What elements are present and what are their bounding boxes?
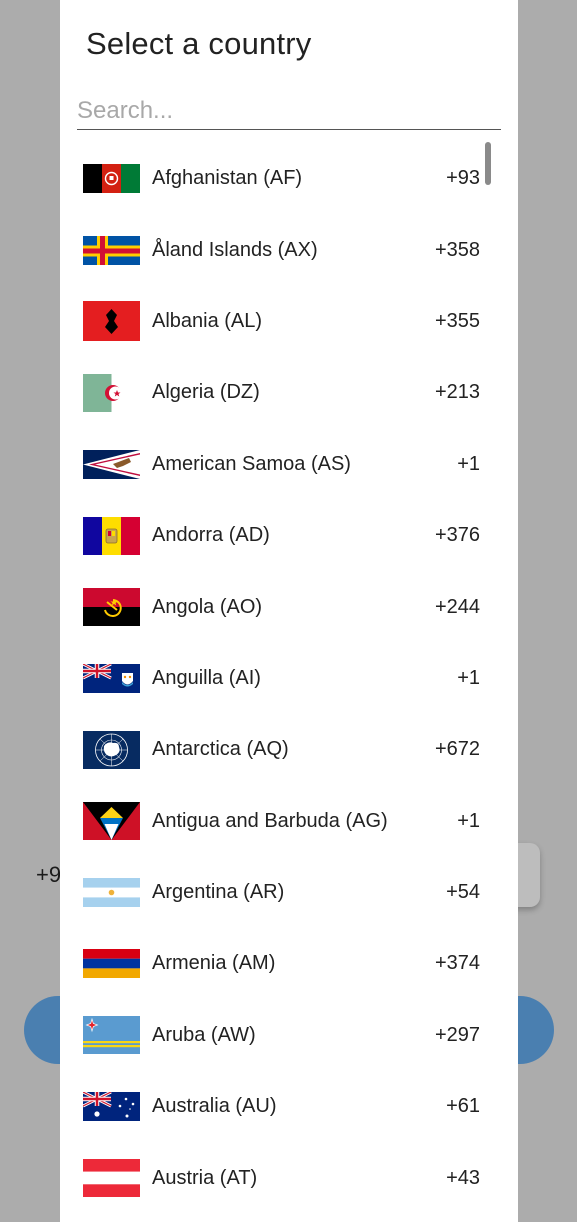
country-name: Andorra (AD) — [152, 524, 270, 547]
country-item-ad[interactable]: Andorra (AD) +376 — [60, 500, 518, 571]
dial-code: +213 — [434, 381, 480, 404]
dial-code: +1 — [457, 452, 480, 475]
country-name: Afghanistan (AF) — [152, 167, 303, 190]
albania-flag-icon — [83, 301, 140, 342]
search-input[interactable] — [77, 92, 501, 130]
country-name: Antigua and Barbuda (AG) — [152, 809, 388, 832]
afghanistan-flag-icon — [83, 164, 140, 194]
anguilla-flag-icon — [83, 663, 140, 693]
dial-code: +1 — [457, 666, 480, 689]
dial-code: +43 — [446, 1166, 480, 1189]
country-name: Angola (AO) — [152, 595, 263, 618]
country-name: Albania (AL) — [152, 309, 263, 332]
country-list: Afghanistan (AF) +93 Åland Islands (AX) … — [60, 143, 518, 1214]
dial-code: +1 — [457, 809, 480, 832]
country-item-al[interactable]: Albania (AL) +355 — [60, 286, 518, 357]
angola-flag-icon — [83, 588, 140, 627]
country-item-af[interactable]: Afghanistan (AF) +93 — [60, 143, 518, 214]
dial-code: +54 — [446, 881, 480, 904]
country-name: American Samoa (AS) — [152, 452, 351, 475]
dial-code: +374 — [434, 952, 480, 975]
armenia-flag-icon — [83, 949, 140, 979]
country-item-am[interactable]: Armenia (AM) +374 — [60, 928, 518, 999]
country-item-ax[interactable]: Åland Islands (AX) +358 — [60, 214, 518, 285]
country-name: Åland Islands (AX) — [152, 238, 318, 261]
country-name: Austria (AT) — [152, 1166, 258, 1189]
country-name: Anguilla (AI) — [152, 666, 261, 689]
dial-code: +244 — [434, 595, 480, 618]
country-item-ai[interactable]: Anguilla (AI) +1 — [60, 643, 518, 714]
country-name: Australia (AU) — [152, 1095, 277, 1118]
austria-flag-icon — [83, 1159, 140, 1198]
country-item-dz[interactable]: Algeria (DZ) +213 — [60, 357, 518, 428]
country-name: Algeria (DZ) — [152, 381, 260, 404]
aruba-flag-icon — [83, 1016, 140, 1055]
dial-code: +297 — [434, 1023, 480, 1046]
argentina-flag-icon — [83, 878, 140, 908]
algeria-flag-icon — [83, 373, 140, 412]
dial-code: +355 — [434, 309, 480, 332]
andorra-flag-icon — [83, 516, 140, 555]
country-item-au[interactable]: Australia (AU) +61 — [60, 1071, 518, 1142]
antarctica-flag-icon — [83, 730, 140, 769]
country-name: Argentina (AR) — [152, 881, 285, 904]
country-picker-dialog: Select a country Afghanistan (AF) +93 — [60, 0, 518, 1222]
country-item-aw[interactable]: Aruba (AW) +297 — [60, 1000, 518, 1071]
scrollbar[interactable] — [485, 142, 491, 185]
american-samoa-flag-icon — [83, 449, 140, 479]
country-name: Armenia (AM) — [152, 952, 276, 975]
dial-code: +376 — [434, 524, 480, 547]
country-item-as[interactable]: American Samoa (AS) +1 — [60, 429, 518, 500]
country-item-ao[interactable]: Angola (AO) +244 — [60, 571, 518, 642]
dial-code: +358 — [434, 238, 480, 261]
phone-prefix-text: +9 — [36, 862, 62, 887]
country-item-aq[interactable]: Antarctica (AQ) +672 — [60, 714, 518, 785]
dialog-title: Select a country — [86, 26, 312, 61]
aland-islands-flag-icon — [83, 235, 140, 265]
australia-flag-icon — [83, 1092, 140, 1122]
country-item-at[interactable]: Austria (AT) +43 — [60, 1142, 518, 1213]
dial-code: +672 — [434, 738, 480, 761]
country-item-ar[interactable]: Argentina (AR) +54 — [60, 857, 518, 928]
dial-code: +61 — [446, 1095, 480, 1118]
country-name: Antarctica (AQ) — [152, 738, 289, 761]
country-name: Aruba (AW) — [152, 1023, 256, 1046]
country-item-ag[interactable]: Antigua and Barbuda (AG) +1 — [60, 786, 518, 857]
dial-code: +93 — [446, 167, 480, 190]
antigua-and-barbuda-flag-icon — [83, 802, 140, 841]
